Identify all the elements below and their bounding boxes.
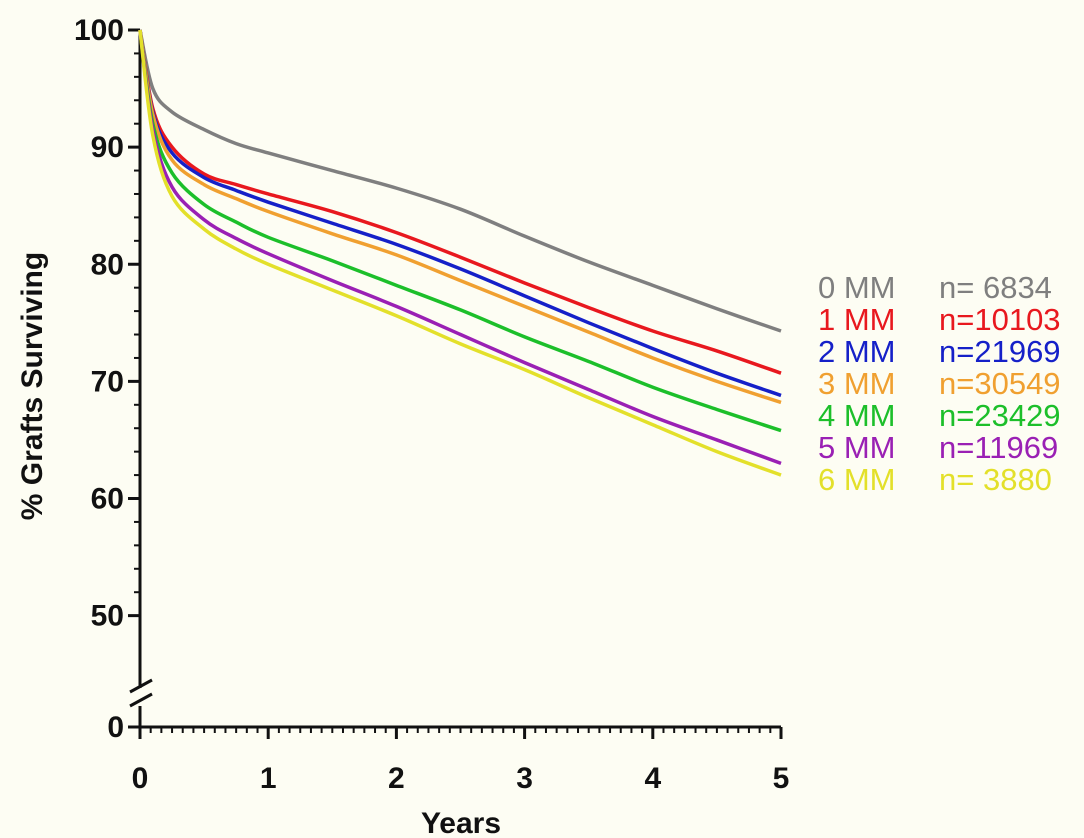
y-tick-label: 70: [91, 365, 124, 398]
y-tick-label: 0: [107, 711, 124, 744]
legend-label: 1 MM: [818, 302, 896, 337]
y-axis-title: % Grafts Surviving: [16, 252, 49, 520]
legend-label: 0 MM: [818, 270, 896, 305]
x-tick-label: 1: [260, 762, 277, 795]
x-tick-label: 3: [516, 762, 533, 795]
legend-count: n= 6834: [939, 270, 1052, 305]
chart-axes: 0 50 60 70 80 90 100 0 1 2 3 4 5: [74, 14, 789, 795]
y-tick-label: 80: [91, 248, 124, 281]
legend-count: n=11969: [939, 430, 1058, 465]
series-line-0-mm: [138, 29, 782, 333]
y-tick-label: 100: [74, 14, 124, 47]
series-lines: [138, 29, 782, 477]
series-line-5-mm: [138, 29, 782, 466]
x-tick-label: 4: [644, 762, 661, 795]
axis-break-mark: [129, 692, 153, 708]
legend-label: 6 MM: [818, 462, 896, 497]
series-line-1-mm: [138, 29, 782, 375]
y-tick-label: 60: [91, 483, 124, 516]
series-line-4-mm: [138, 29, 782, 433]
legend-count: n=21969: [939, 334, 1061, 369]
series-line-3-mm: [138, 29, 782, 405]
legend-count: n=10103: [939, 302, 1061, 337]
legend-label: 5 MM: [818, 430, 896, 465]
legend-count: n=30549: [939, 366, 1061, 401]
x-tick-label: 5: [773, 762, 790, 795]
legend-count: n=23429: [939, 398, 1061, 433]
series-line-2-mm: [138, 29, 782, 398]
x-tick-label: 2: [388, 762, 405, 795]
y-tick-label: 90: [91, 131, 124, 164]
legend-label: 3 MM: [818, 366, 896, 401]
legend-label: 4 MM: [818, 398, 896, 433]
legend-label: 2 MM: [818, 334, 896, 369]
x-tick-label: 0: [132, 762, 149, 795]
y-tick-label: 50: [91, 600, 124, 633]
axis-break-mark: [129, 678, 153, 694]
legend: 0 MM n= 6834 1 MM n=10103 2 MM n=21969 3 MM n=3…: [818, 270, 1061, 497]
x-axis-title: Years: [421, 807, 501, 838]
series-line-6-mm: [138, 29, 782, 477]
legend-count: n= 3880: [939, 462, 1052, 497]
